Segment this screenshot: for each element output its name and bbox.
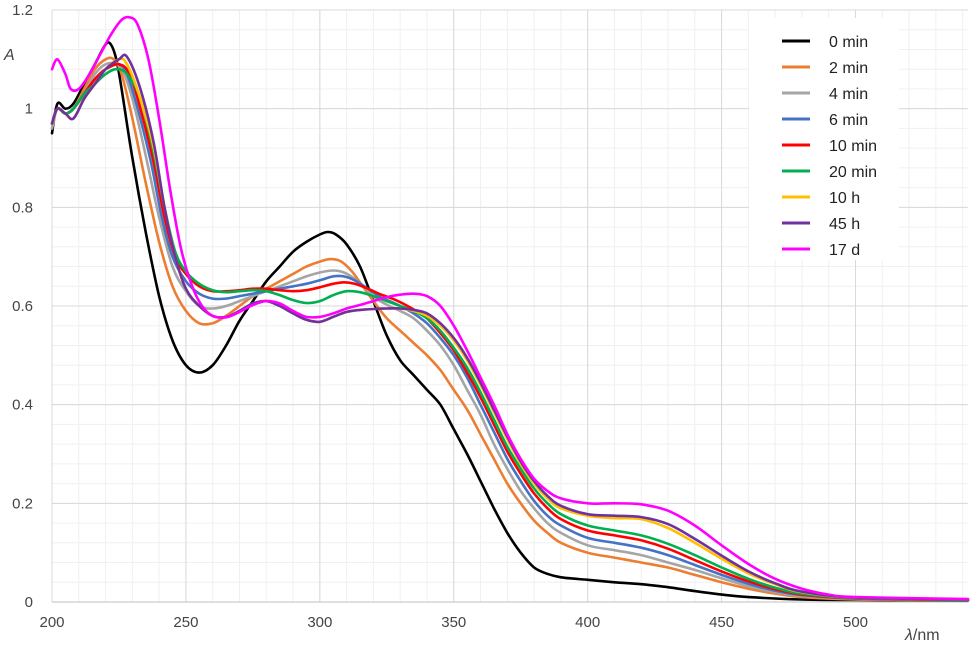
legend-label: 10 h	[829, 190, 860, 207]
series-line	[50, 15, 970, 601]
legend-label: 20 min	[829, 164, 877, 181]
x-axis-title: λ/nm	[904, 627, 940, 644]
series-lines	[50, 15, 970, 602]
tick-labels: 200 250 300 350 400 450 500 0 0.2 0.4 0.6 0.8 1 1.2	[12, 2, 868, 631]
legend-label: 10 min	[829, 138, 877, 155]
x-tick-label: 250	[173, 614, 198, 631]
y-tick-label: 1	[25, 101, 33, 118]
series-line	[50, 62, 970, 602]
series-line	[50, 53, 970, 601]
legend-label: 2 min	[829, 60, 868, 77]
legend-label: 4 min	[829, 86, 868, 103]
legend: 0 min 2 min 4 min 6 min 10 min 20 min 10 h 45 h…	[749, 18, 899, 260]
y-tick-label: 0	[25, 594, 33, 611]
legend-label: 17 d	[829, 242, 860, 259]
y-tick-label: 0.2	[12, 495, 33, 512]
series-line	[50, 41, 970, 602]
x-axis-title-unit: /nm	[913, 627, 940, 644]
series-line	[50, 56, 970, 602]
legend-label: 6 min	[829, 112, 868, 129]
x-tick-label: 450	[709, 614, 734, 631]
x-tick-label: 300	[307, 614, 332, 631]
x-tick-label: 400	[575, 614, 600, 631]
x-axis-title-symbol: λ	[904, 627, 913, 644]
legend-label: 0 min	[829, 34, 868, 51]
x-tick-label: 200	[39, 614, 64, 631]
y-tick-label: 0.6	[12, 298, 33, 315]
x-tick-label: 350	[441, 614, 466, 631]
legend-background	[749, 18, 899, 260]
y-axis-title: A	[3, 47, 15, 64]
legend-label: 45 h	[829, 216, 860, 233]
y-tick-label: 1.2	[12, 2, 33, 19]
y-tick-label: 0.4	[12, 397, 33, 414]
x-tick-label: 500	[843, 614, 868, 631]
y-tick-label: 0.8	[12, 199, 33, 216]
